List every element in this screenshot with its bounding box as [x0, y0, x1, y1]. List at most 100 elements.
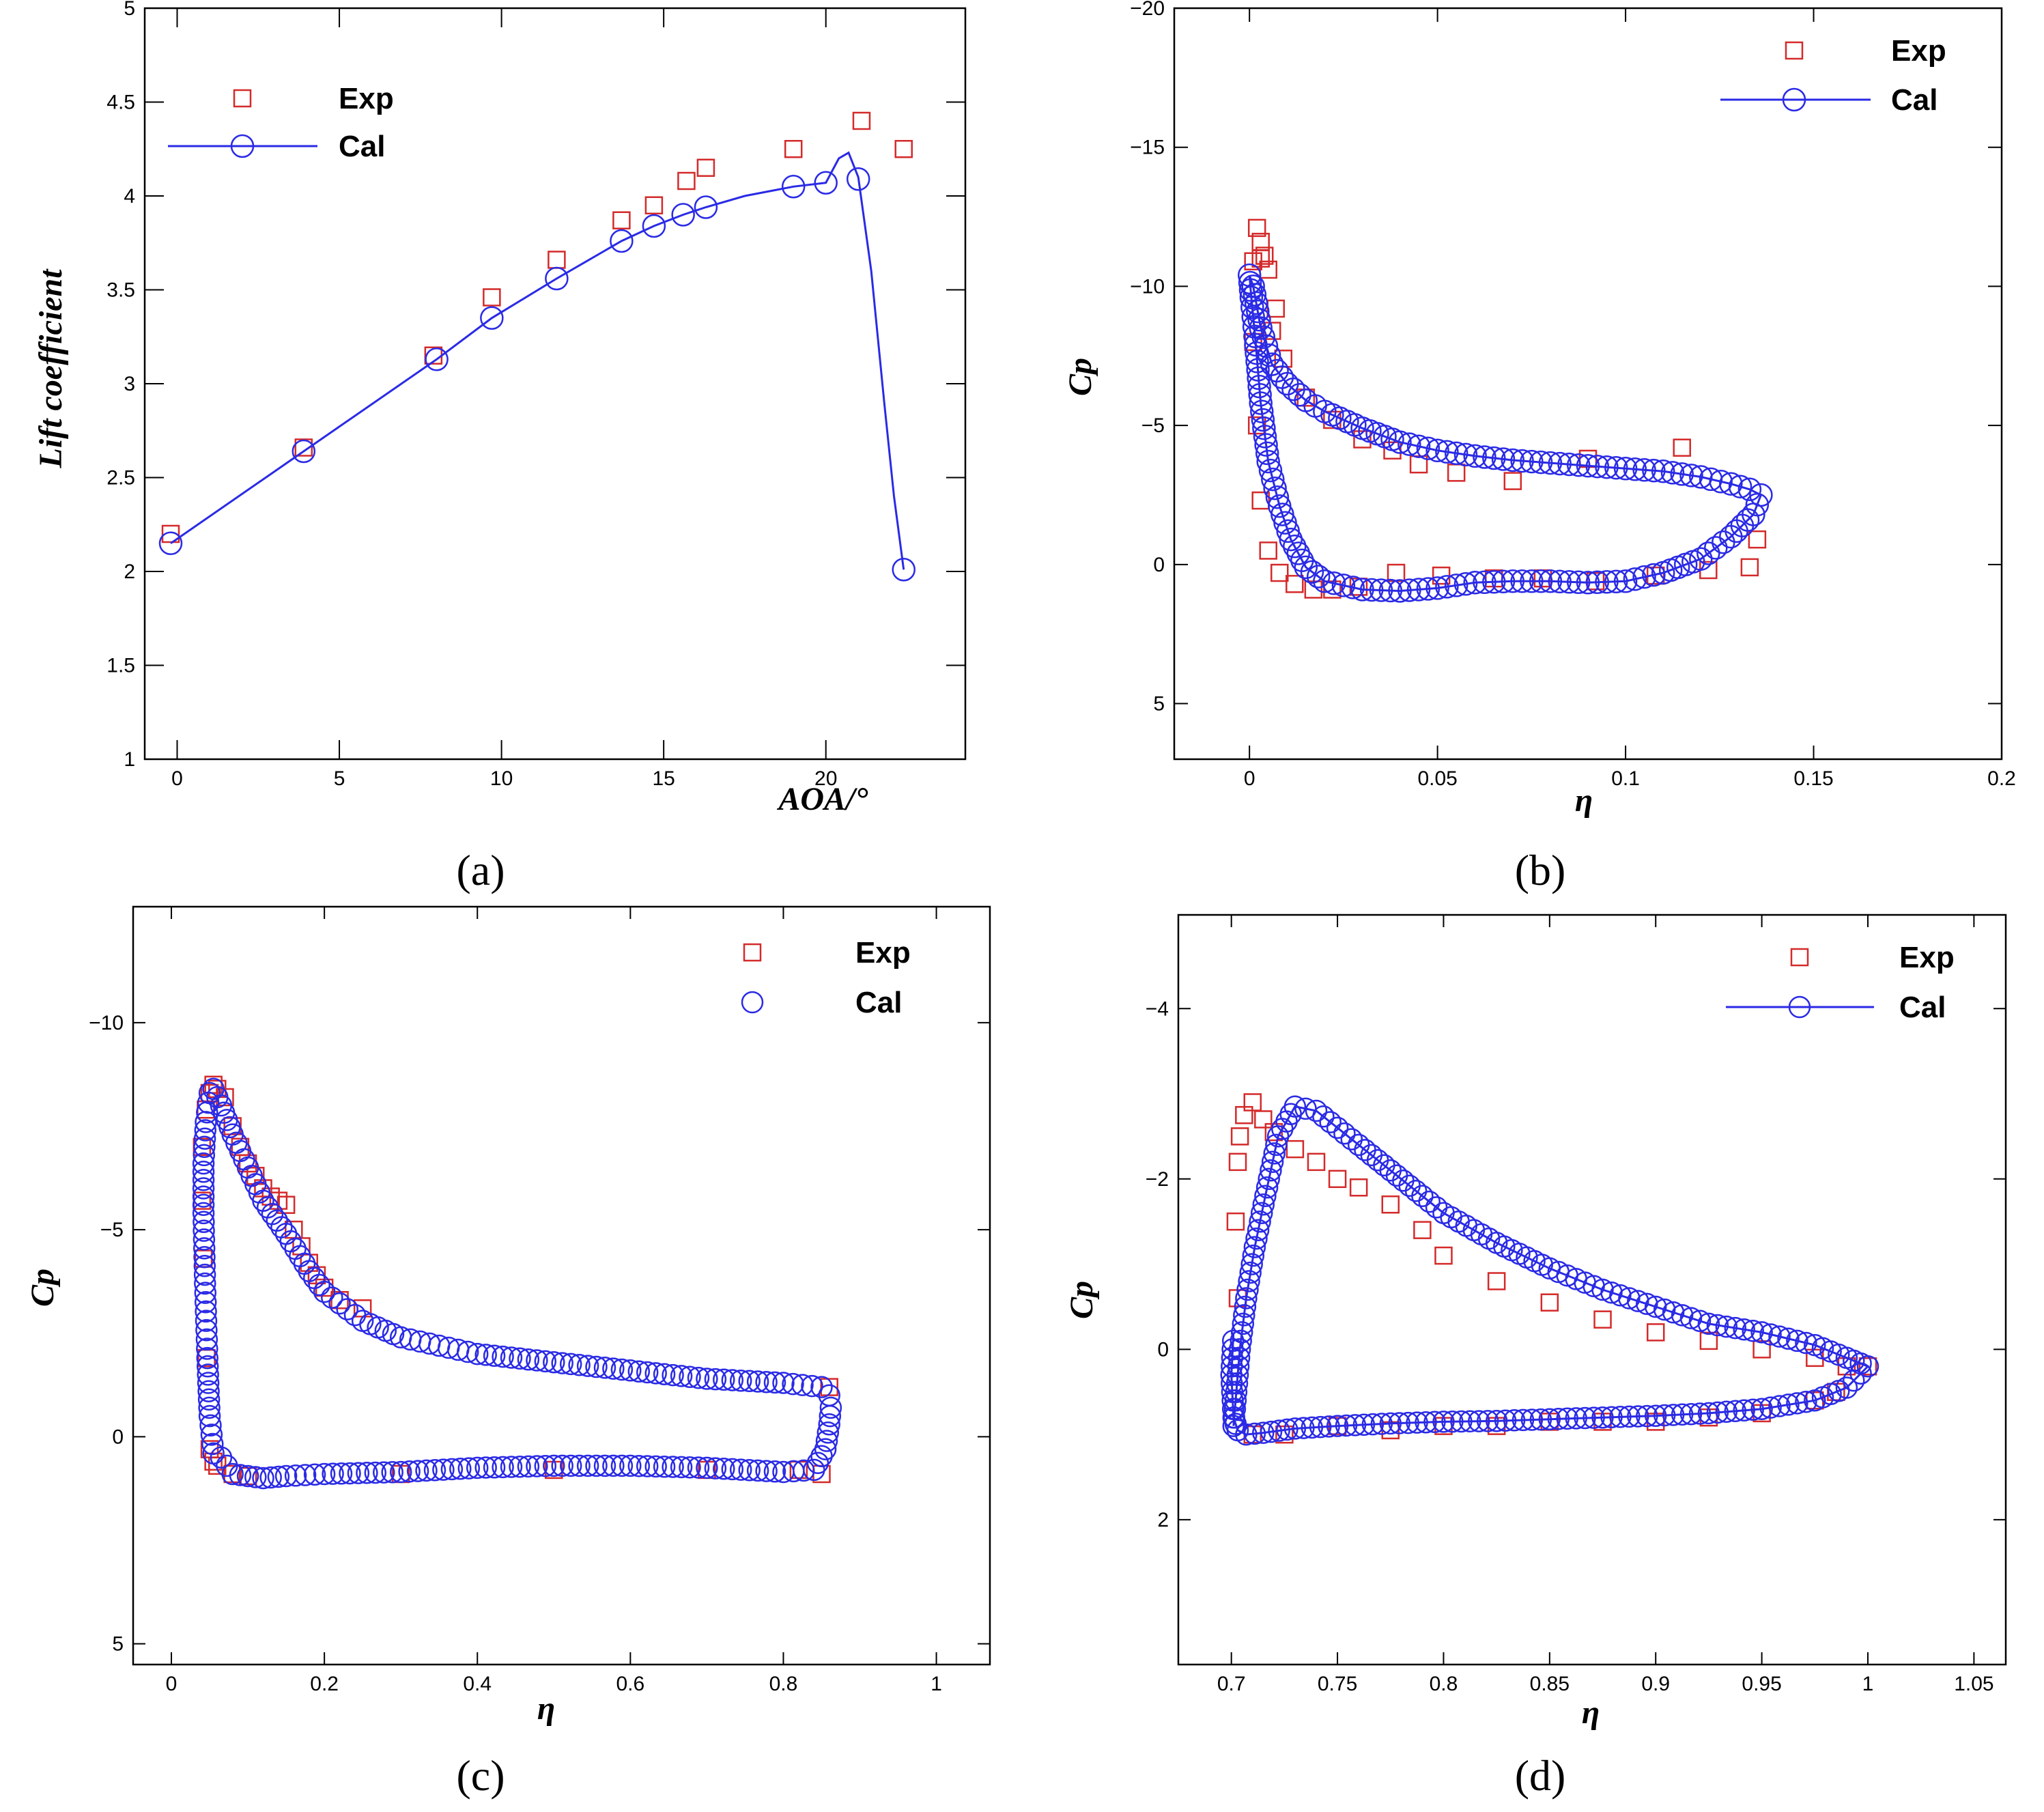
panel-d-exp-marker [1646, 1323, 1665, 1342]
panel-c-cal-marker [398, 1460, 421, 1483]
panel-c-cal-marker [509, 1347, 531, 1370]
panel-b-cal-marker [1444, 574, 1468, 597]
panel-d-cal-marker [1715, 1315, 1738, 1338]
panel-c-cal-marker [313, 1280, 336, 1303]
panel-b-cal-marker [1623, 457, 1647, 481]
panel-b-xtick-label: 0.15 [1793, 767, 1833, 790]
panel-b-cal-marker [1557, 452, 1581, 477]
panel-c-cal-marker [466, 1456, 489, 1480]
panel-c-cal-marker [721, 1369, 744, 1391]
panel-c-cal-marker [330, 1462, 353, 1485]
panel-c-cal-marker [679, 1365, 701, 1389]
panel-c-legend-cal-marker [741, 991, 764, 1014]
panel-d-ytick-label: 2 [1157, 1509, 1169, 1531]
panel-d-cal-marker [1312, 1105, 1335, 1128]
panel-d-cal-marker [1254, 1185, 1277, 1208]
panel-c-cal-marker [782, 1460, 805, 1483]
panel-b-cal-marker [1263, 476, 1287, 500]
panel-b-cal-marker [1728, 475, 1752, 498]
panel-c-cal-marker [492, 1456, 514, 1479]
panel-b-cal-marker [1642, 563, 1666, 587]
panel-d-cal-marker [1468, 1410, 1490, 1432]
panel-c-cal-marker [196, 1355, 219, 1378]
panel-d-cal-marker [1591, 1406, 1614, 1429]
panel-d-cal-marker [1697, 1402, 1720, 1425]
panel-d-cal-marker [1242, 1244, 1265, 1267]
panel-b-cal-marker [1369, 578, 1393, 602]
panel-c-cal-marker [195, 1310, 218, 1332]
panel-c-cal-marker [303, 1463, 326, 1486]
panel-a-ytick-label: 5 [124, 0, 135, 20]
panel-c-cal-marker [328, 1292, 351, 1315]
panel-c-cal-marker [619, 1359, 642, 1382]
panel-b-cal-marker [1548, 569, 1572, 594]
panel-c-ylabel: Cp [25, 1269, 61, 1307]
panel-b-cal-marker [1397, 432, 1421, 456]
panel-c-cal-marker [197, 1380, 220, 1402]
panel-d-cal-marker [1344, 1414, 1367, 1436]
panel-c-cal-marker [772, 1372, 795, 1394]
panel-b-exp-marker [1740, 558, 1759, 577]
panel-b-ylabel: Cp [1062, 358, 1098, 396]
panel-b-cal-marker [1406, 434, 1431, 458]
panel-d-cal-marker [1432, 1411, 1455, 1433]
panel-c-cal-marker [526, 1455, 548, 1477]
panel-c-cal-marker [559, 1454, 582, 1477]
panel-d-ylabel: Cp [1064, 1281, 1100, 1319]
panel-b-cal-marker [1566, 453, 1591, 477]
panel-d-cal-marker [1627, 1405, 1649, 1428]
panel-d-exp-marker [1413, 1221, 1432, 1239]
panel-c-cal-marker [483, 1344, 506, 1368]
panel-b-cal-marker [1473, 445, 1496, 469]
panel-c-cal-marker [193, 1127, 216, 1150]
panel-d-cal-marker [1260, 1420, 1283, 1443]
panel-b-exp-marker [1255, 246, 1274, 265]
panel-d-cal-marker [1361, 1413, 1385, 1436]
panel-d-exp-marker [1349, 1178, 1368, 1197]
panel-c-cal-marker [704, 1457, 727, 1480]
panel-b-exp-marker [1323, 580, 1342, 599]
panel-d-cal-marker [1609, 1406, 1632, 1428]
panel-d-exp-marker [1254, 1110, 1273, 1129]
panel-c-cal-marker [627, 1360, 651, 1383]
panel-d-cal-marker [1843, 1369, 1865, 1392]
panel-b-cal-marker [1453, 442, 1478, 467]
panel-d-cal-marker [1671, 1304, 1694, 1327]
panel-d-cal-marker [1688, 1310, 1712, 1333]
panel-d-cal-marker [1283, 1095, 1307, 1118]
panel-d-exp-marker [1434, 1246, 1453, 1265]
panel-d-cal-marker [1724, 1400, 1747, 1423]
panel-c-cal-marker [193, 1219, 215, 1242]
panel-a-xlabel: AOA/° [776, 781, 868, 817]
panel-b-ytick-label: −15 [1130, 137, 1165, 159]
panel-c-cal-marker [193, 1254, 216, 1277]
panel-d-exp-marker [1228, 1152, 1247, 1172]
panel-b-cal-marker [1425, 576, 1449, 600]
panel-d-cal-marker [1243, 1422, 1266, 1445]
panel-b-cal-marker [1238, 270, 1262, 295]
panel-c-cal-marker [810, 1376, 833, 1398]
panel-d-cal-marker [1404, 1180, 1428, 1202]
panel-a-cal-marker [642, 214, 666, 238]
panel-d-cal-marker [1679, 1307, 1703, 1329]
panel-a-ytick-label: 4.5 [107, 91, 135, 114]
panel-c-cal-marker [336, 1298, 358, 1320]
panel-c-legend-cal-label: Cal [855, 986, 902, 1019]
panel-c-cal-marker [551, 1352, 573, 1374]
panel-c-cal-marker [653, 1455, 676, 1478]
panel-a-legend-exp-marker [233, 89, 252, 108]
panel-d-frame [1177, 914, 2007, 1666]
panel-d-cal-marker [1238, 1270, 1260, 1292]
panel-c-cal-marker [192, 1169, 215, 1191]
panel-b-exp-marker [1286, 575, 1304, 593]
panel-d-cal-marker [1662, 1404, 1685, 1426]
panel-c-cal-marker [593, 1357, 616, 1379]
panel-d-cal-marker [1220, 1363, 1243, 1387]
panel-c-cal-marker [576, 1355, 599, 1377]
panel-b-cal-marker [1566, 570, 1591, 595]
panel-d-cal-marker [1520, 1408, 1544, 1431]
panel-a-ytick-label: 1.5 [107, 655, 135, 677]
panel-a-exp-marker [677, 171, 696, 190]
panel-b-cal-marker [1416, 577, 1440, 601]
panel-c-cal-marker [347, 1462, 370, 1484]
